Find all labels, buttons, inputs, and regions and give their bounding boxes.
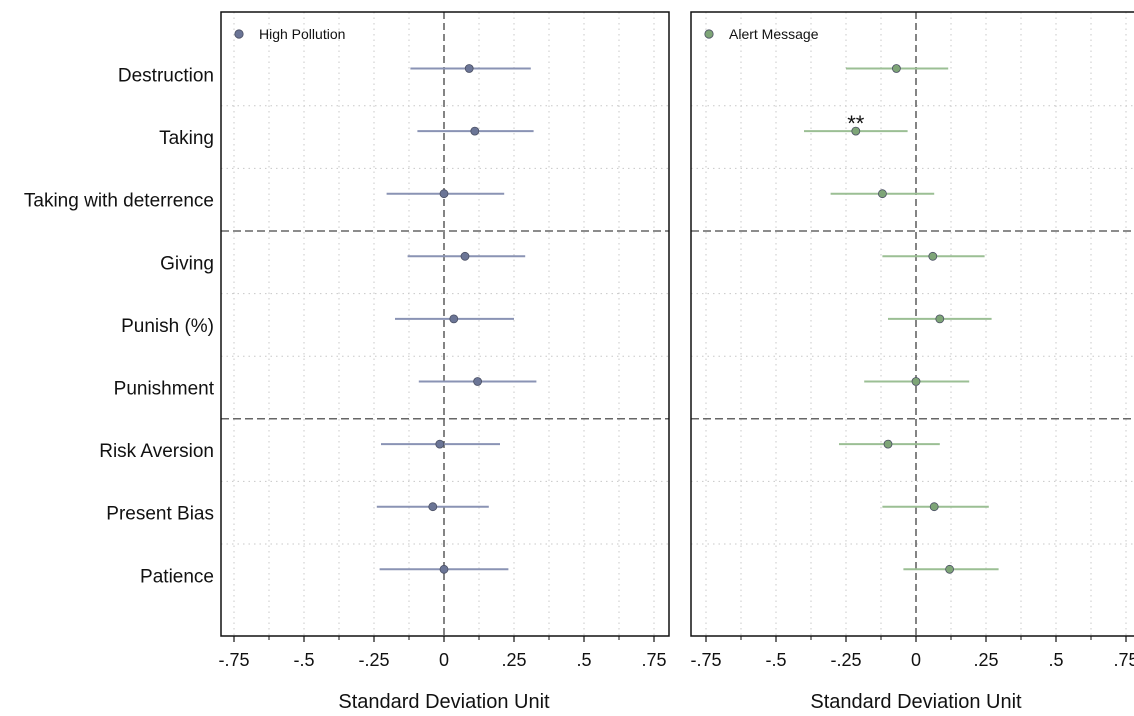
panel-0-tick-label-2: -.25 <box>358 650 389 670</box>
panel-1-tick-label-2: -.25 <box>830 650 861 670</box>
panel-0-tick-label-4: .25 <box>501 650 526 670</box>
panel-0-tick-label-3: 0 <box>439 650 449 670</box>
panel-1-point-3 <box>928 251 938 261</box>
panel-1-point-4 <box>935 314 945 324</box>
category-label-1: Taking <box>159 128 214 149</box>
category-label-4: Punish (%) <box>121 316 214 337</box>
panel-0-tick-label-1: -.5 <box>293 650 314 670</box>
panel-0-point-6 <box>435 439 445 449</box>
panel-1-point-7 <box>929 502 939 512</box>
panel-0-legend-label: High Pollution <box>259 26 345 42</box>
panel-1-point-5 <box>911 377 921 386</box>
panel-1-point-6 <box>883 439 893 449</box>
panel-1-point-8 <box>945 564 954 574</box>
category-label-5: Punishment <box>114 379 215 400</box>
category-label-3: Giving <box>160 253 214 274</box>
panel-1-point-1 <box>851 126 861 136</box>
panel-0-xlabel: Standard Deviation Unit <box>338 691 550 713</box>
panel-0-point-4 <box>449 314 459 324</box>
panel-1-xlabel: Standard Deviation Unit <box>810 691 1022 713</box>
panel-0-frame <box>220 11 670 637</box>
category-label-2: Taking with deterrence <box>24 191 214 212</box>
panel-1-point-2 <box>878 189 887 199</box>
panel-1-legend-marker <box>704 29 714 39</box>
panel-1-tick-label-6: .75 <box>1113 650 1134 670</box>
panel-1-point-0 <box>892 64 901 73</box>
category-label-8: Patience <box>140 566 214 587</box>
panel-1-tick-label-5: .5 <box>1048 650 1063 670</box>
panel-0-point-3 <box>460 251 470 261</box>
category-label-7: Present Bias <box>106 504 214 525</box>
panel-1-tick-label-3: 0 <box>911 650 921 670</box>
panel-0-tick-label-0: -.75 <box>218 650 249 670</box>
panel-1-tick-label-4: .25 <box>973 650 998 670</box>
panel-0-legend-marker <box>234 29 244 39</box>
category-label-6: Risk Aversion <box>99 441 214 462</box>
panel-0-tick-label-6: .75 <box>641 650 666 670</box>
panel-0-point-7 <box>428 502 438 512</box>
panel-0-point-5 <box>473 377 483 386</box>
panel-1-tick-label-1: -.5 <box>765 650 786 670</box>
panel-1-tick-label-0: -.75 <box>690 650 721 670</box>
panel-0-point-0 <box>464 64 474 73</box>
panel-0-point-8 <box>439 564 449 574</box>
panel-0-tick-label-5: .5 <box>576 650 591 670</box>
category-label-0: Destruction <box>118 66 214 87</box>
panel-0-point-1 <box>470 126 480 136</box>
panel-1-annotation-0: ** <box>847 111 865 136</box>
panel-0-point-2 <box>439 189 449 199</box>
panel-1-legend-label: Alert Message <box>729 26 819 42</box>
